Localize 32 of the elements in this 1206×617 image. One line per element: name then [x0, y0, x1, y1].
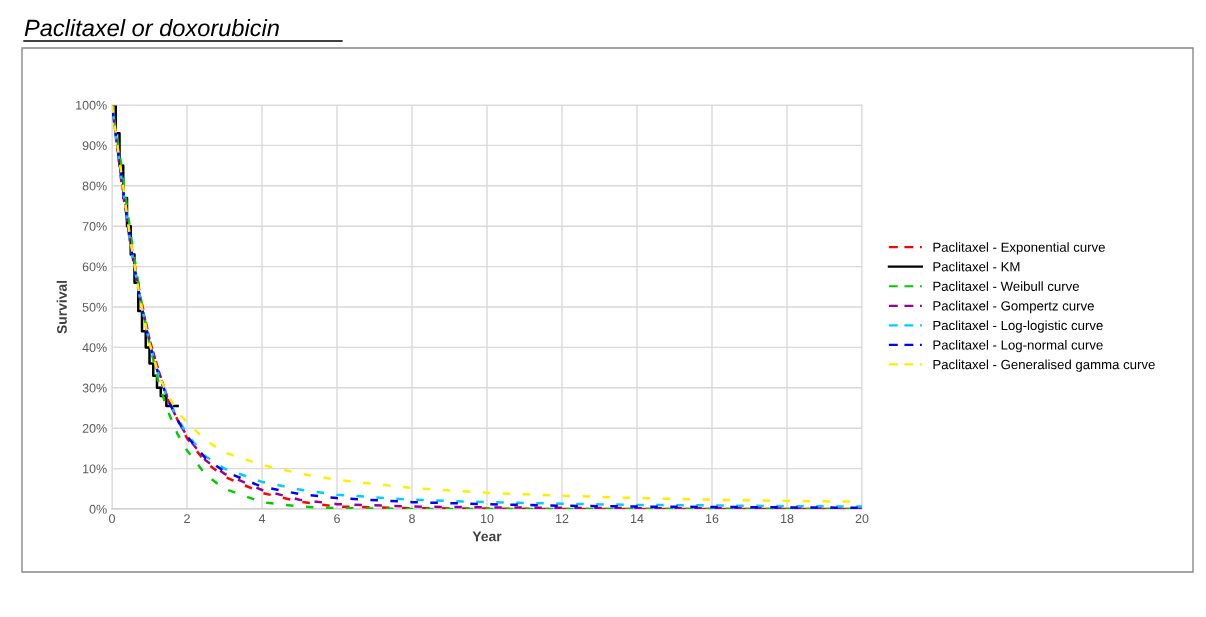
x-tick-label: 4 [258, 514, 266, 523]
x-tick-label: 2 [184, 514, 190, 523]
x-tick-label: 20 [855, 514, 869, 524]
x-tick-label: 10 [481, 514, 494, 524]
legend-label: Paclitaxel - Log-logistic curve [933, 320, 1103, 333]
x-tick-label: 6 [334, 514, 340, 524]
y-tick-label: 20% [82, 424, 107, 433]
y-tick-label: 80% [82, 181, 107, 191]
x-tick-label: 0 [109, 514, 115, 524]
x-tick-label: 12 [556, 514, 569, 523]
y-tick-label: 70% [82, 222, 107, 231]
x-tick-label: 14 [631, 514, 644, 523]
y-tick-label: 50% [82, 302, 107, 312]
x-tick-label: 16 [706, 514, 719, 524]
y-tick-label: 0% [89, 504, 107, 514]
y-tick-label: 10% [83, 464, 107, 474]
legend-label: Paclitaxel - KM [933, 261, 1020, 272]
chart-title: Paclitaxel or doxorubicin [24, 19, 279, 37]
legend-label: Paclitaxel - Exponential curve [933, 242, 1105, 255]
x-tick-label: 8 [409, 514, 415, 524]
legend-label: Paclitaxel - Gompertz curve [933, 300, 1094, 314]
y-axis-title: Survival [56, 280, 67, 334]
y-tick-label: 30% [82, 383, 107, 393]
y-tick-label: 90% [82, 141, 107, 151]
x-axis-title: Year [472, 531, 502, 542]
legend-label: Paclitaxel - Log-normal curve [933, 339, 1103, 353]
legend-label: Paclitaxel - Weibull curve [933, 281, 1079, 291]
y-tick-label: 60% [82, 262, 107, 272]
y-tick-label: 40% [82, 343, 107, 353]
x-tick-label: 18 [781, 514, 794, 524]
y-tick-label: 100% [76, 100, 107, 110]
legend-label: Paclitaxel - Generalised gamma curve [933, 359, 1155, 372]
